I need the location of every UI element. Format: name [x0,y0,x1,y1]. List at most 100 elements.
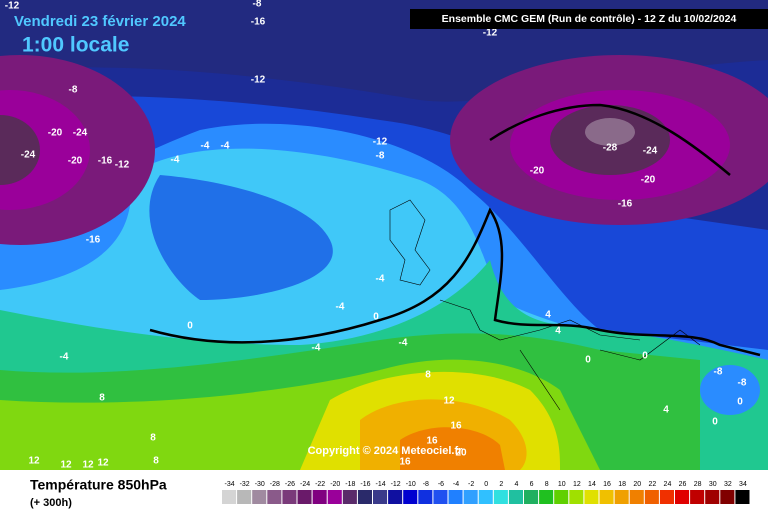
legend-swatch [237,490,252,504]
legend-swatch [388,490,403,504]
legend-swatch [297,490,312,504]
contour-labels: -12 -8-16-12-8-12-20 -24-24-20 -16 -12 -4-4 -4… [5,0,747,471]
legend-swatch [599,490,614,504]
legend: -34 -32 -30 -28 -26 -24 -22 -20 -18 -16 -14 -12 -10-… [222,481,750,504]
legend-swatch [357,490,372,504]
local-time: 1:00 locale [22,34,129,57]
legend-label: -4 [453,481,459,488]
legend-swatch [735,490,750,504]
legend-swatch [644,490,659,504]
legend-swatch [342,490,357,504]
legend-label: 34 [739,481,747,488]
contour-label: -20 [48,128,63,139]
legend-label: 22 [648,481,656,488]
legend-label: 30 [709,481,717,488]
contour-label: -16 [251,17,266,28]
legend-swatch [312,490,327,504]
contour-label: -4 [221,141,230,152]
legend-swatch [720,490,735,504]
legend-label: -10 [406,481,416,488]
contour-label: 0 [187,321,193,332]
contour-label: 16 [399,457,411,468]
legend-label: 18 [618,481,626,488]
contour-label: -12 [483,28,498,39]
legend-label: 32 [724,481,732,488]
legend-label: -2 [468,481,474,488]
contour-label: -12 [251,75,266,86]
contour-label: 0 [373,312,379,323]
legend-swatch [629,490,644,504]
contour-label: -4 [171,155,180,166]
legend-label: -22 [315,481,325,488]
contour-label: 0 [585,355,591,366]
legend-label: -6 [438,481,444,488]
legend-label: -30 [255,481,265,488]
contour-label: 4 [545,310,551,321]
contour-label: -4 [336,302,345,313]
legend-label: -18 [345,481,355,488]
legend-swatch [539,490,554,504]
contour-label: 12 [28,456,40,467]
legend-label: 28 [694,481,702,488]
contour-label: -16 [86,235,101,246]
contour-label: -4 [399,338,408,349]
contour-label: 8 [425,370,431,381]
legend-label: 10 [558,481,566,488]
run-box [410,9,768,29]
contour-label: -8 [69,85,78,96]
legend-label: -24 [300,481,310,488]
contour-label: 0 [642,351,648,362]
contour-label: -12 [115,160,130,171]
map [0,0,768,470]
legend-label: 2 [499,481,503,488]
contour-label: 12 [443,396,455,407]
legend-swatch [448,490,463,504]
legend-swatch [584,490,599,504]
legend-swatch [705,490,720,504]
contour-label: -16 [618,199,633,210]
legend-swatch [493,490,508,504]
contour-label: -20 [530,166,545,177]
contour-label: 0 [712,417,718,428]
legend-label: -32 [240,481,250,488]
legend-label: -12 [391,481,401,488]
legend-label: -20 [330,481,340,488]
contour-label: -8 [253,0,262,10]
legend-swatch [659,490,674,504]
lead-time: (+ 300h) [30,497,72,509]
legend-label: 0 [484,481,488,488]
run-info: Ensemble CMC GEM (Run de contrôle) - 12 … [442,13,737,25]
legend-swatch [614,490,629,504]
contour-label: -8 [738,378,747,389]
legend-label: -14 [375,481,385,488]
legend-swatch [267,490,282,504]
legend-swatch [463,490,478,504]
date: Vendredi 23 février 2024 [14,13,186,30]
contour-label: -16 [98,156,113,167]
legend-label: 24 [664,481,672,488]
contour-label: -12 [5,1,20,12]
legend-label: 4 [514,481,518,488]
contour-label: -8 [714,367,723,378]
contour-label: -24 [73,128,88,139]
contour-label: 12 [60,460,72,471]
contour-label: -20 [641,175,656,186]
contour-label: 20 [455,448,467,459]
contour-label: -20 [68,156,83,167]
contour-label: -12 [373,137,388,148]
legend-swatch [373,490,388,504]
contour-label: -4 [376,274,385,285]
legend-label: -8 [423,481,429,488]
legend-swatch [675,490,690,504]
contour-label: -8 [376,151,385,162]
contour-label: 12 [82,460,94,471]
legend-swatch [418,490,433,504]
legend-label: 20 [633,481,641,488]
legend-swatch [403,490,418,504]
contour-label: 0 [737,397,743,408]
contour-label: -28 [603,143,618,154]
legend-swatch [433,490,448,504]
legend-swatch [690,490,705,504]
contour-label: -4 [201,141,210,152]
